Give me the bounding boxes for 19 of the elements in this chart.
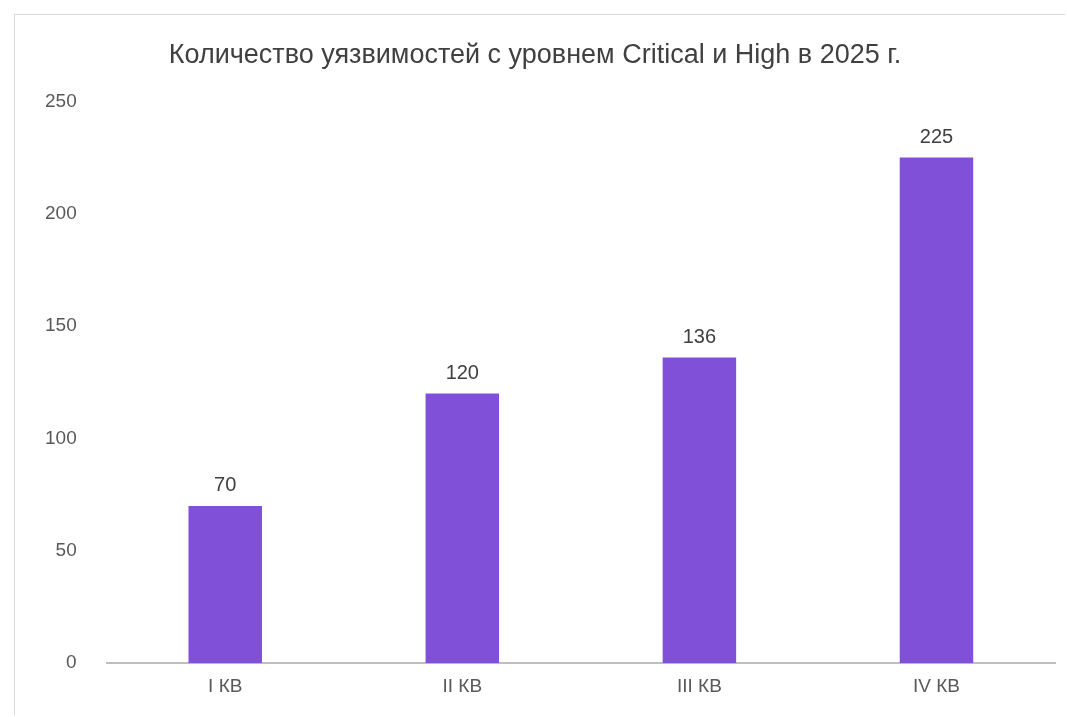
x-tick-label: IV КВ (912, 674, 960, 696)
y-tick-label: 200 (45, 201, 77, 223)
x-tick-label: III КВ (676, 674, 722, 696)
data-label: 136 (682, 325, 717, 348)
data-label: 225 (919, 125, 954, 148)
bar (662, 357, 737, 664)
y-tick-label: 150 (45, 314, 77, 336)
y-tick-label: 250 (45, 89, 77, 111)
x-tick-label: I КВ (208, 674, 243, 696)
chart-title: Количество уязвимостей с уровнем Critical и High в 2025 г. (168, 38, 902, 69)
data-label: 120 (445, 361, 479, 384)
y-tick-label: 0 (66, 651, 77, 673)
x-tick-label: II КВ (442, 674, 483, 696)
bar (188, 505, 262, 664)
y-tick-label: 50 (55, 539, 77, 561)
data-label: 70 (214, 473, 237, 496)
y-tick-label: 100 (45, 426, 77, 448)
bar (425, 393, 500, 664)
bar (899, 157, 974, 664)
